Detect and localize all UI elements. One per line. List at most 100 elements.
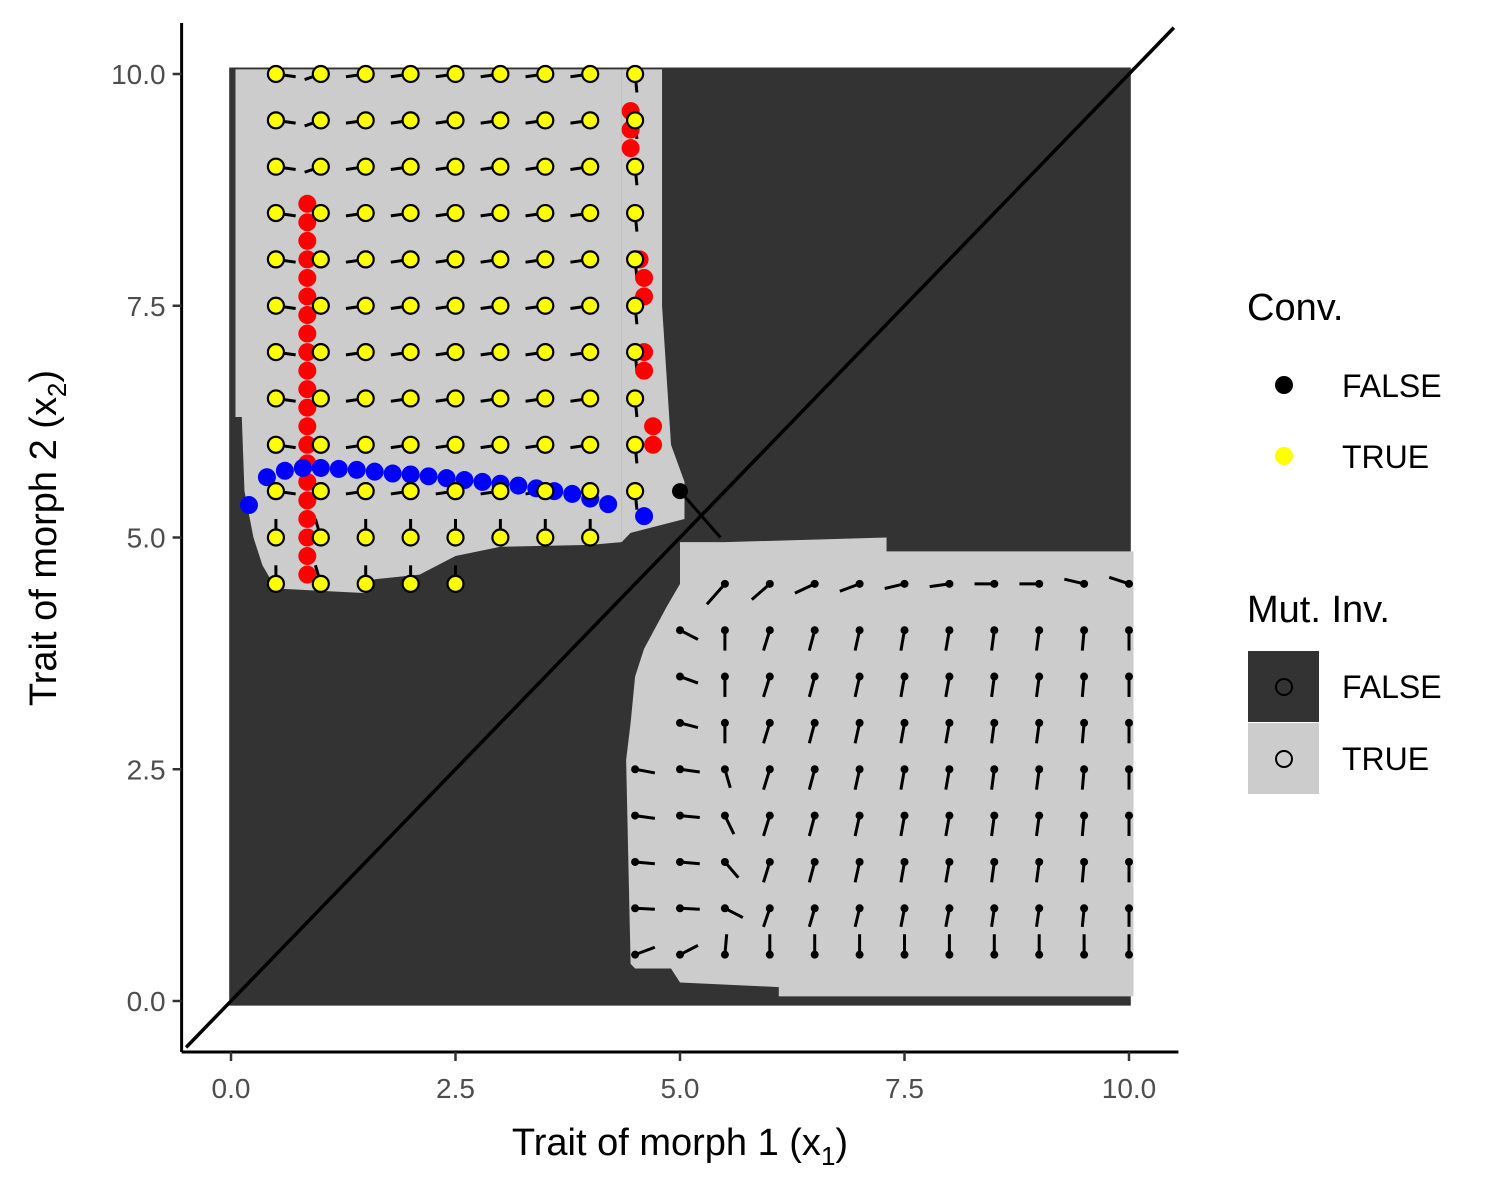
converged-point <box>266 64 285 84</box>
converged-point <box>625 157 645 176</box>
non-converged-point <box>1125 718 1133 727</box>
legend-conv-title: Conv. <box>1247 287 1343 329</box>
non-converged-point <box>1080 718 1089 727</box>
legend-mutinv-true-key <box>1248 723 1319 794</box>
red-trajectory-point <box>298 509 317 528</box>
converged-point <box>356 111 375 130</box>
converged-point <box>446 482 465 501</box>
converged-point <box>581 111 600 130</box>
converged-point <box>356 64 375 84</box>
non-converged-point <box>1125 626 1133 635</box>
red-trajectory-point <box>298 231 317 250</box>
converged-point <box>536 203 555 223</box>
non-converged-point <box>676 718 684 727</box>
converged-point <box>356 157 375 176</box>
non-converged-point <box>720 811 729 820</box>
invasibility-true-region-1 <box>235 69 622 594</box>
converged-point <box>266 250 285 269</box>
converged-point <box>581 296 600 315</box>
blue-trajectory-point <box>239 496 258 515</box>
non-converged-point <box>990 765 999 774</box>
non-converged-point <box>990 626 999 635</box>
grid-points <box>266 64 1133 959</box>
non-converged-point <box>1125 811 1133 820</box>
x-ticks: 0.0 2.5 5.0 7.5 10.0 <box>212 1051 1156 1104</box>
converged-point <box>446 389 465 408</box>
non-converged-point <box>810 950 819 959</box>
legend-conv-true-key <box>1275 447 1293 465</box>
red-trajectory-point <box>298 565 317 584</box>
converged-point <box>491 157 510 176</box>
non-converged-point <box>900 672 909 681</box>
non-converged-point <box>1080 904 1089 913</box>
converged-point <box>446 296 465 315</box>
y-tick-label: 2.5 <box>127 754 166 785</box>
converged-point <box>311 64 330 84</box>
non-converged-point <box>1035 904 1044 913</box>
converged-point <box>401 296 420 315</box>
converged-point <box>625 203 645 223</box>
non-converged-point <box>990 718 999 727</box>
red-trajectory-point <box>298 287 317 306</box>
converged-point <box>446 574 465 593</box>
converged-point <box>266 111 285 130</box>
y-axis-title-close: ) <box>23 370 65 383</box>
x-tick-label: 5.0 <box>661 1073 700 1104</box>
non-converged-point <box>1125 765 1133 774</box>
non-converged-point <box>1035 672 1044 681</box>
non-converged-point <box>810 672 819 681</box>
converged-point <box>401 111 420 130</box>
non-converged-point <box>990 950 999 959</box>
converged-point <box>581 435 600 454</box>
non-converged-point <box>855 811 864 820</box>
non-converged-point <box>1035 811 1044 820</box>
non-converged-point <box>676 904 684 913</box>
red-trajectory-point <box>298 528 317 547</box>
legend-conv-false-label: FALSE <box>1342 368 1442 404</box>
converged-point <box>536 111 555 130</box>
non-converged-point <box>900 626 909 635</box>
blue-trajectory-point <box>383 464 402 483</box>
converged-point <box>311 157 330 176</box>
converged-point <box>401 482 420 501</box>
non-converged-point <box>765 857 774 866</box>
converged-point <box>266 482 285 501</box>
non-converged-point <box>945 904 954 913</box>
non-converged-point <box>631 765 640 774</box>
y-ticks: 0.0 2.5 5.0 7.5 10.0 <box>111 59 182 1017</box>
converged-point <box>536 343 555 362</box>
non-converged-point <box>855 857 864 866</box>
converged-point <box>266 435 285 454</box>
red-trajectory-point <box>298 306 317 325</box>
non-converged-point <box>945 950 954 959</box>
converged-point <box>536 389 555 408</box>
non-converged-point <box>1080 857 1089 866</box>
non-converged-point <box>1125 904 1133 913</box>
non-converged-point <box>990 672 999 681</box>
non-converged-point <box>676 672 684 681</box>
legend-mutinv-true-symbol <box>1275 750 1293 768</box>
direction-segment <box>678 490 722 539</box>
non-converged-point <box>676 765 684 774</box>
converged-point <box>536 482 555 501</box>
converged-point <box>356 203 375 223</box>
red-trajectory-point <box>298 417 317 436</box>
non-converged-point <box>855 765 864 774</box>
converged-point <box>356 296 375 315</box>
non-converged-point <box>765 718 774 727</box>
converged-point <box>401 64 420 84</box>
non-converged-point <box>765 579 774 588</box>
non-converged-point <box>676 950 684 959</box>
converged-point <box>581 203 600 223</box>
non-converged-point <box>945 811 954 820</box>
legend-conv-true-label: TRUE <box>1342 439 1429 475</box>
non-converged-point <box>765 626 774 635</box>
y-tick-label: 5.0 <box>127 523 166 554</box>
non-converged-point <box>720 626 729 635</box>
converged-point <box>581 64 600 84</box>
converged-point <box>266 203 285 223</box>
red-trajectory-point <box>298 547 317 566</box>
blue-trajectory-point <box>563 484 582 503</box>
converged-point <box>401 389 420 408</box>
